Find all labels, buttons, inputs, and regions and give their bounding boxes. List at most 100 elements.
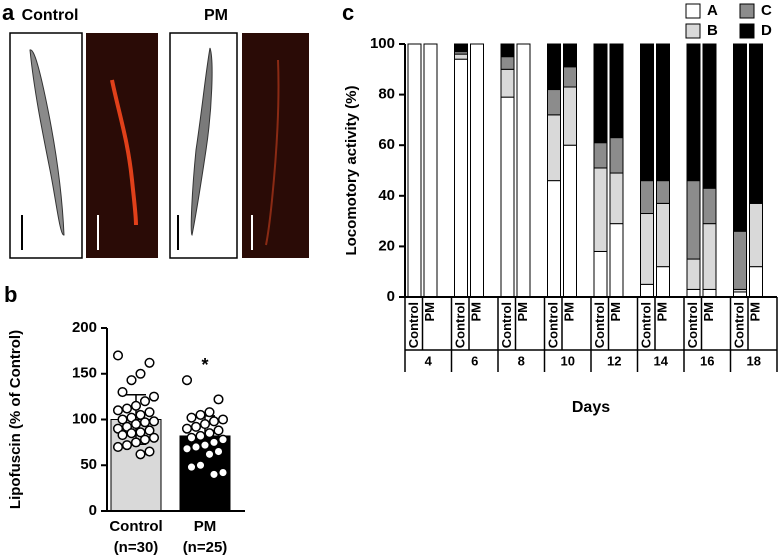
group-label: 10 [561, 353, 575, 368]
x-tick-label: Control [731, 302, 746, 348]
bar-segment [593, 43, 608, 144]
data-point [204, 449, 215, 460]
bar-segment [609, 172, 624, 225]
data-point [213, 446, 224, 457]
data-point [195, 460, 206, 471]
data-point [144, 446, 155, 457]
data-point [112, 350, 124, 361]
bar-segment [609, 223, 624, 298]
panel-label: c [342, 0, 354, 25]
x-tick-label: Control [406, 302, 421, 348]
bar-segment [500, 56, 515, 70]
bar-segment [640, 180, 654, 215]
y-tick-label: 200 [72, 319, 97, 336]
data-point [190, 421, 202, 432]
worm [29, 49, 65, 236]
bar-segment [470, 43, 484, 298]
data-point [130, 437, 142, 448]
bar-segment [454, 53, 468, 60]
bar-segment [423, 43, 438, 298]
bar-segment [640, 213, 654, 285]
data-point [130, 419, 142, 430]
bar-segment [500, 43, 515, 58]
data-point [139, 434, 151, 445]
bar-segment [749, 202, 763, 268]
data-point [139, 396, 151, 407]
y-tick-label: 60 [378, 136, 395, 153]
data-point [126, 428, 137, 439]
data-point [195, 409, 206, 420]
bar-segment [656, 180, 670, 204]
bar-segment [702, 288, 717, 298]
data-point [135, 449, 146, 460]
legend-swatch [739, 3, 755, 19]
data-point [181, 443, 193, 454]
y-tick-label: 0 [89, 502, 97, 519]
bar-segment [749, 43, 763, 204]
data-point [117, 414, 128, 425]
x-tick-label: Control [638, 302, 653, 348]
x-tick-label: PM [561, 302, 576, 322]
bar-segment [686, 43, 701, 182]
worm [190, 47, 213, 236]
bar-segment [516, 43, 531, 298]
data-point [186, 412, 197, 423]
data-point [208, 416, 220, 427]
data-point [217, 434, 229, 445]
data-point [126, 375, 137, 386]
panel-label: b [4, 282, 17, 307]
group-label: 4 [425, 353, 433, 368]
bar-segment [640, 43, 654, 182]
x-tick-label: PM [422, 302, 437, 322]
data-point [117, 430, 128, 441]
micrographs: a Control PM [2, 0, 309, 259]
bar-segment [609, 43, 624, 139]
bar-segment [656, 43, 670, 182]
bar-segment [454, 58, 468, 298]
x-tick-label: PM [701, 302, 716, 322]
data-point [121, 440, 133, 451]
data-point [199, 419, 211, 430]
y-axis-label: Locomotory activity (%) [343, 85, 360, 255]
bar-segment [593, 250, 608, 298]
bar-segment [702, 223, 717, 290]
data-point [181, 375, 193, 386]
data-point [208, 469, 220, 480]
x-tick-label: Control [452, 302, 467, 348]
bar-segment [547, 114, 561, 182]
data-point [148, 391, 160, 402]
group-label: 18 [747, 353, 761, 368]
fluorescence [110, 79, 138, 226]
bar-segment [733, 43, 747, 232]
data-point [148, 416, 160, 427]
image-label: Control [22, 7, 79, 24]
data-point [139, 417, 151, 428]
data-point [195, 430, 206, 442]
panel-label: a [2, 0, 15, 25]
data-point [181, 423, 193, 434]
legend-label: A [707, 2, 718, 19]
data-point [213, 425, 224, 436]
y-tick-label: 80 [378, 86, 395, 103]
y-tick-label: 20 [378, 237, 395, 254]
group-label: 6 [471, 353, 478, 368]
bar-segment [686, 258, 701, 290]
group-label: 16 [700, 353, 714, 368]
x-tick-label: Control [499, 302, 514, 348]
bar-segment [563, 43, 577, 68]
bar-segment [686, 180, 701, 260]
y-tick-label: 0 [387, 288, 395, 305]
y-tick-label: 100 [72, 410, 97, 427]
data-point [217, 414, 229, 425]
x-tick-note: (n=30) [114, 539, 159, 556]
x-tick-label: PM [468, 302, 483, 322]
bar-segment [500, 68, 515, 98]
legend-label: C [761, 2, 772, 19]
x-tick-label: PM [515, 302, 530, 322]
y-axis-label: Lipofuscin (% of Control) [7, 330, 24, 509]
data-point [112, 405, 124, 416]
x-tick-label: PM [608, 302, 623, 322]
group-label: 12 [607, 353, 621, 368]
data-point [148, 432, 160, 443]
data-point [144, 357, 155, 368]
